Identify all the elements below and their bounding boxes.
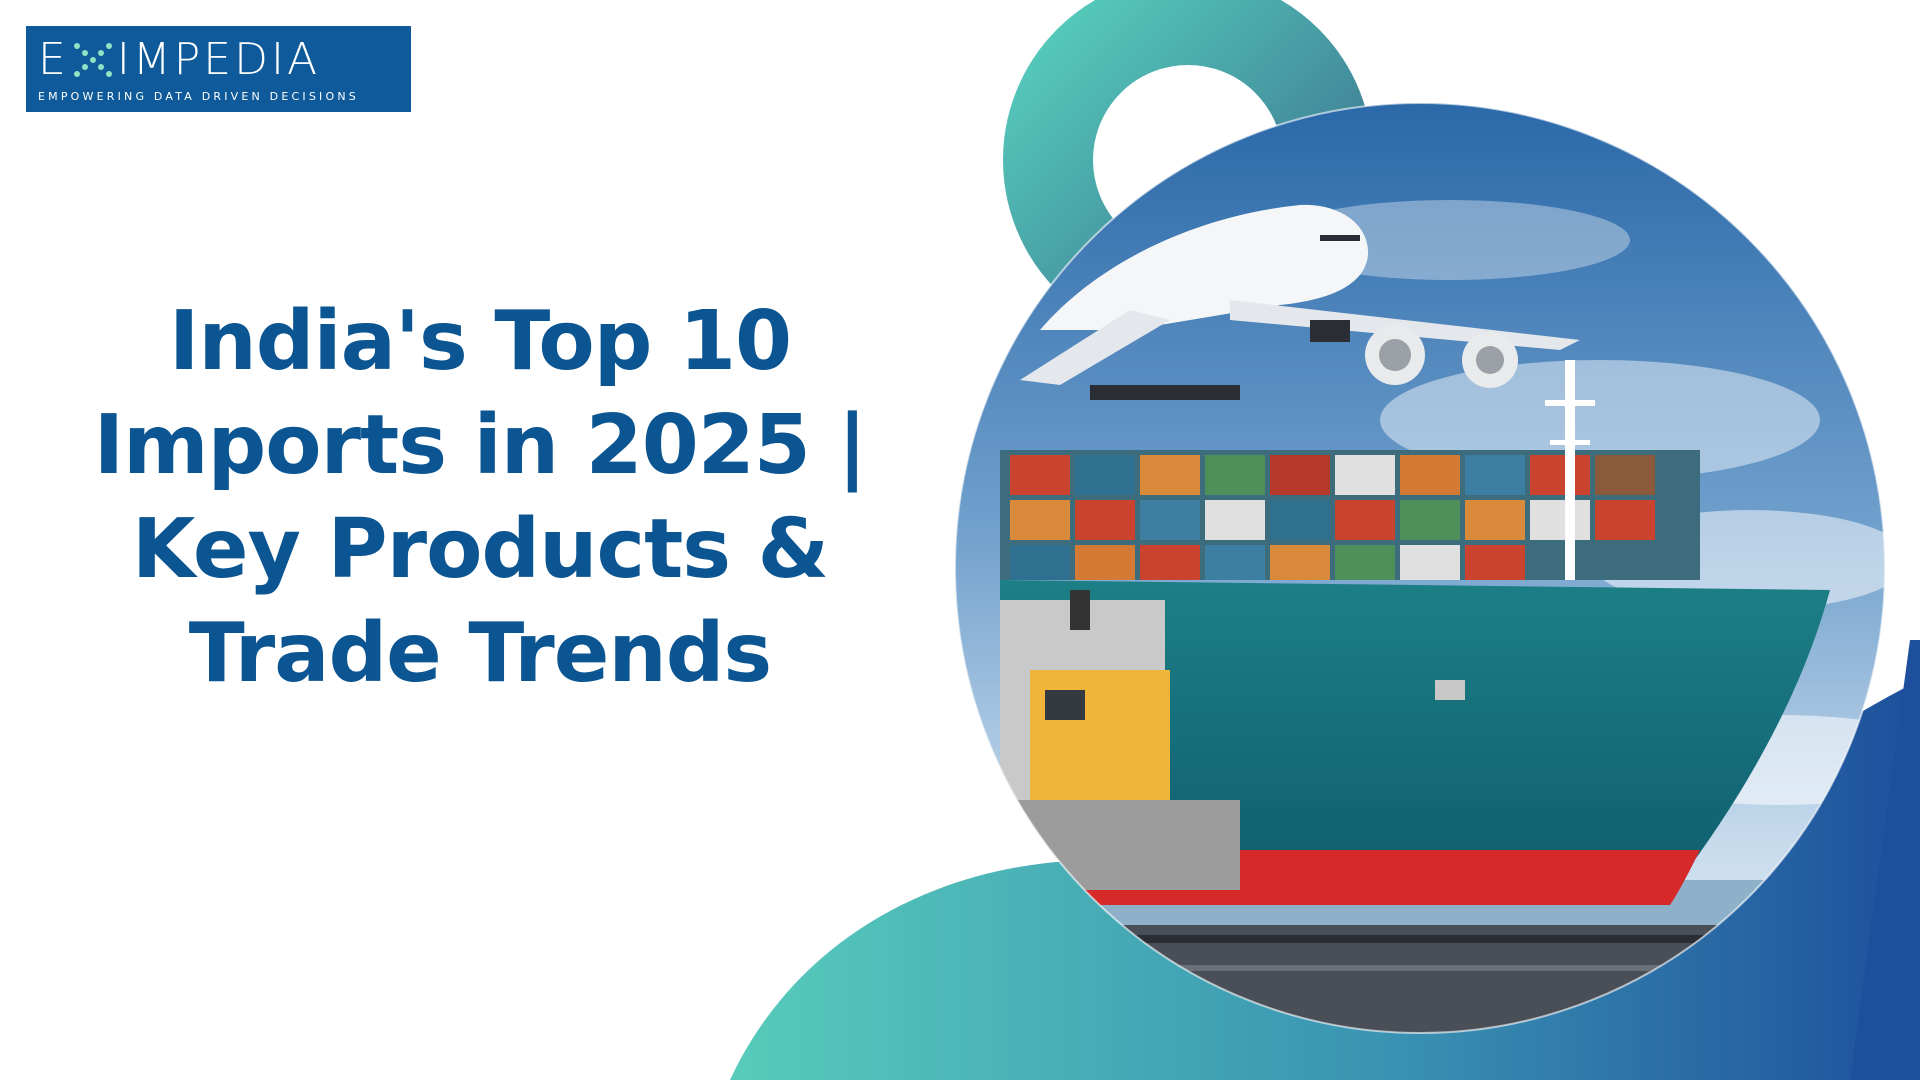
logo-tagline: EMPOWERING DATA DRIVEN DECISIONS xyxy=(38,90,359,103)
logo-wordmark-prefix: E xyxy=(38,34,69,85)
logo-wordmark-suffix: IMPEDIA xyxy=(116,34,321,85)
title-line-1: India's Top 10 xyxy=(168,294,792,389)
title-line-2: Imports in 2025 | xyxy=(93,398,868,493)
page-title: India's Top 10 Imports in 2025 | Key Pro… xyxy=(20,290,940,706)
logo-x-dots-icon xyxy=(73,43,112,77)
airplane-icon xyxy=(1020,204,1580,400)
title-line-3: Key Products & xyxy=(131,502,829,597)
decor-right-edge xyxy=(1850,640,1920,1080)
containers-icon xyxy=(1000,450,1700,580)
logo-wordmark: E IMPEDIA xyxy=(38,36,399,84)
title-line-4: Trade Trends xyxy=(188,606,772,701)
eximpedia-logo[interactable]: E IMPEDIA EMPOWERING DATA DRIVEN DECISIO… xyxy=(26,26,411,112)
